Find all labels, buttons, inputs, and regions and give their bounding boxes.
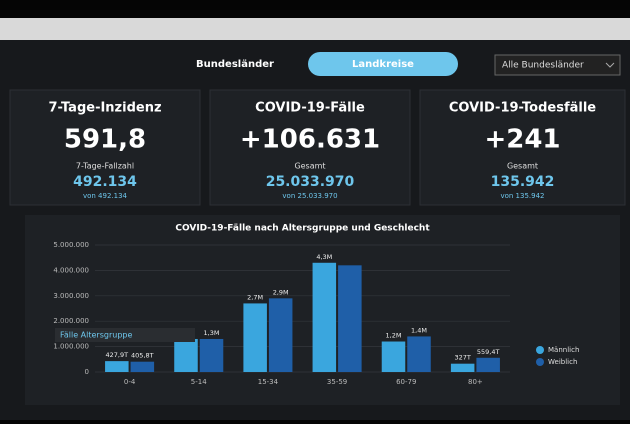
value-label: 4,3M (316, 253, 332, 261)
bottom-tab[interactable]: Fälle Altersgruppe (60, 331, 132, 340)
card (9, 89, 201, 206)
dropdown-arrow (605, 62, 615, 68)
y-tick-label: 3.000.000 (53, 292, 89, 300)
y-tick-label: 0 (85, 368, 89, 376)
x-tick-label: 80+ (468, 378, 483, 386)
card (419, 89, 626, 206)
x-tick-label: 15-34 (258, 378, 279, 386)
value-label: 405,8T (131, 352, 154, 360)
tab-active-bg[interactable] (308, 52, 458, 76)
card-note: von 492.134 (83, 192, 128, 200)
value-label: 2,7M (247, 293, 263, 301)
card-title: COVID-19-Todesfälle (449, 101, 596, 116)
legend-swatch (536, 346, 544, 354)
legend-label: Männlich (548, 346, 579, 354)
value-label: 1,2M (386, 332, 402, 340)
bar (381, 341, 406, 372)
legend-label: Weiblich (548, 358, 577, 366)
bar (174, 338, 198, 372)
card-title: COVID-19-Fälle (255, 101, 365, 116)
card-note: von 135.942 (500, 192, 544, 200)
bar (243, 303, 267, 372)
value-label: 2,9M (273, 288, 289, 296)
card-sub-value: 135.942 (491, 174, 555, 190)
card-title: 7-Tage-Inzidenz (48, 101, 161, 116)
y-tick-label: 2.000.000 (53, 317, 89, 325)
card-sub-label: Gesamt (294, 162, 325, 171)
x-tick-label: 5-14 (191, 378, 207, 386)
browser-bar (0, 18, 630, 40)
card-value: +241 (484, 125, 560, 155)
dropdown[interactable] (494, 54, 621, 76)
value-label: 559,4T (477, 348, 500, 356)
bottom-tab-bg[interactable] (55, 328, 195, 342)
card (209, 89, 411, 206)
y-tick-label: 5.000.000 (53, 241, 89, 249)
bar (105, 361, 129, 372)
bar (268, 298, 293, 372)
value-label: 1,3M (204, 329, 220, 337)
value-label: 1,4M (411, 326, 427, 334)
bar (476, 357, 500, 372)
bar (199, 338, 224, 372)
chart-title: COVID-19-Fälle nach Altersgruppe und Ges… (175, 224, 430, 234)
bar (407, 336, 431, 372)
card-value: 591,8 (64, 125, 146, 155)
legend-swatch (536, 358, 544, 366)
card-sub-label: 7-Tage-Fallzahl (76, 162, 134, 171)
dropdown-text[interactable]: Alle Bundesländer (502, 61, 584, 71)
x-tick-label: 60-79 (396, 378, 416, 386)
tab-active[interactable]: Landkreise (352, 59, 414, 70)
card-value: +106.631 (240, 125, 380, 155)
y-tick-label: 4.000.000 (53, 266, 89, 274)
card-sub-value: 25.033.970 (266, 174, 355, 190)
value-label: 327T (454, 354, 470, 362)
value-label: 427,9T (106, 351, 129, 359)
bar (450, 363, 475, 372)
card-note: von 25.033.970 (282, 192, 337, 200)
y-tick-label: 1.000.000 (53, 343, 89, 351)
card-sub-label: Gesamt (507, 162, 538, 171)
tab[interactable]: Bundesländer (196, 59, 274, 70)
bar (130, 361, 155, 372)
x-tick-label: 0-4 (124, 378, 136, 386)
bar (338, 265, 362, 372)
x-tick-label: 35-59 (327, 378, 347, 386)
card-sub-value: 492.134 (73, 174, 137, 190)
bar (312, 262, 337, 372)
